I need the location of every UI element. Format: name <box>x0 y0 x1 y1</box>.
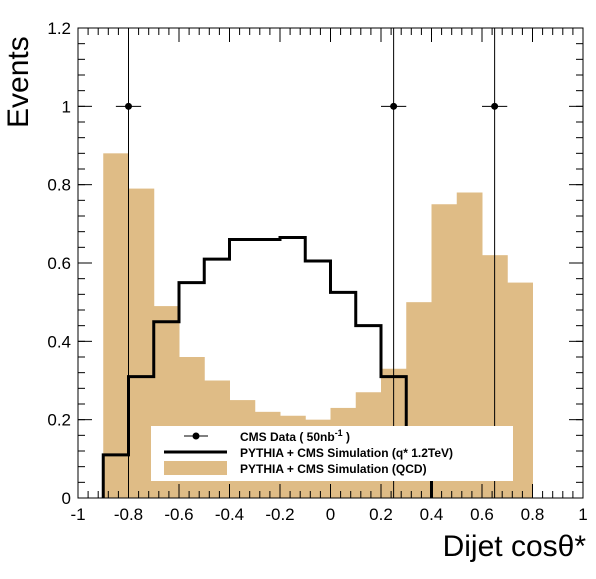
y-tick-label: 0.6 <box>47 254 71 273</box>
y-tick-label: 0.4 <box>47 332 71 351</box>
qcd-bar <box>128 188 155 499</box>
x-tick-label: -0.4 <box>215 505 244 524</box>
legend-label-qcd: PYTHIA + CMS Simulation (QCD) <box>240 462 427 476</box>
x-tick-label: 0.8 <box>521 505 545 524</box>
data-point <box>125 102 132 110</box>
signal-step-line <box>101 236 433 498</box>
data-point <box>390 102 398 110</box>
x-tick-label: -0.8 <box>114 505 143 524</box>
y-tick-label: 1.2 <box>47 19 71 38</box>
x-tick-label: -0.6 <box>164 505 193 524</box>
x-tick-label: 0 <box>326 505 335 524</box>
legend-label-data: CMS Data ( 50nb-1 ) <box>240 428 350 444</box>
legend: CMS Data ( 50nb-1 ) PYTHIA + CMS Simulati… <box>151 426 513 481</box>
x-tick-label: 1 <box>578 505 587 524</box>
data-point <box>491 102 499 110</box>
y-tick-label: 1 <box>62 97 71 116</box>
legend-data-marker <box>192 432 200 440</box>
x-tick-label: -1 <box>70 505 85 524</box>
axes: -1 -0.8 -0.6 -0.4 -0.2 0 0.2 0.4 0.6 0.8 1 0 0.2 0.4 0… <box>47 19 587 524</box>
y-axis-label: Events <box>2 36 35 128</box>
legend-qcd-swatch <box>164 461 227 475</box>
x-axis-label: Dijet cosθ* <box>443 530 587 563</box>
data-points <box>115 28 508 498</box>
x-tick-label: 0.6 <box>470 505 494 524</box>
signal-histogram <box>101 236 433 498</box>
y-tick-label: 0.8 <box>47 176 71 195</box>
legend-label-signal: PYTHIA + CMS Simulation (q* 1.2TeV) <box>240 446 453 460</box>
x-tick-label: 0.2 <box>369 505 393 524</box>
qcd-bar <box>103 153 129 499</box>
x-tick-label: -0.2 <box>265 505 294 524</box>
x-tick-label: 0.4 <box>420 505 444 524</box>
y-tick-label: 0.2 <box>47 411 71 430</box>
y-tick-label: 0 <box>62 489 71 508</box>
